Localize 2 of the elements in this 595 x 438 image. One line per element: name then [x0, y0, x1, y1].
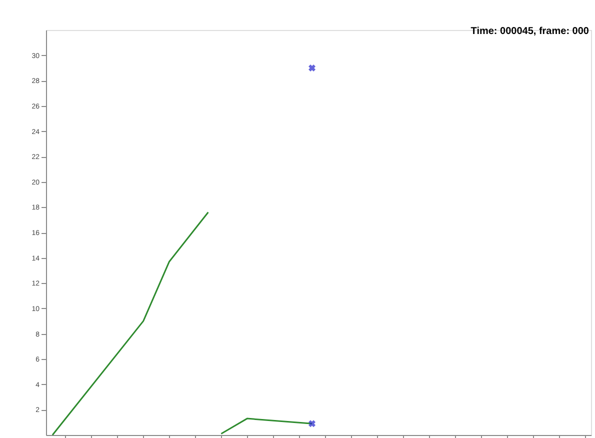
annotation: Time: 000045, frame: 000 [470, 26, 590, 37]
line-series [52, 212, 209, 436]
